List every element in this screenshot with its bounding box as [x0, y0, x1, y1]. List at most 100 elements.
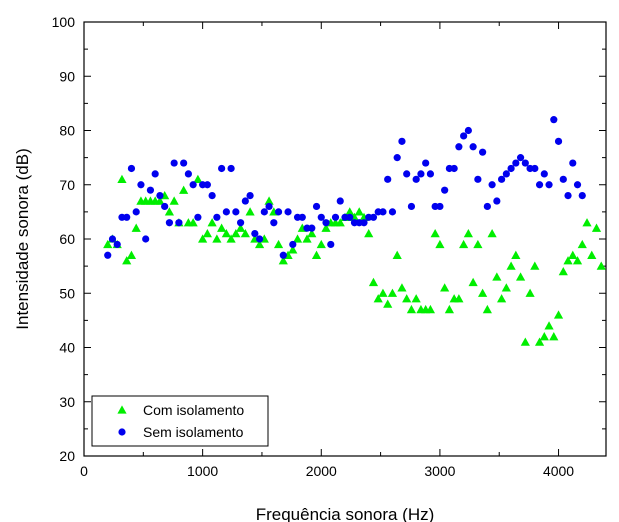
data-point-triangle	[335, 218, 345, 227]
data-point-triangle	[131, 223, 141, 232]
data-point-triangle	[202, 228, 212, 238]
data-point-triangle	[378, 288, 388, 297]
data-point-circle	[298, 213, 306, 221]
data-point-circle	[403, 170, 411, 178]
data-point-circle	[151, 170, 159, 178]
series-com-isolamento	[103, 174, 606, 346]
data-point-circle	[573, 181, 582, 189]
data-point-triangle	[511, 250, 521, 259]
data-point-circle	[232, 208, 240, 216]
data-point-triangle	[430, 228, 440, 238]
data-point-circle	[540, 170, 548, 178]
y-tick-label: 30	[59, 394, 75, 410]
data-point-triangle	[435, 239, 445, 249]
x-axis: 0 1000 2000 3000 4000	[80, 22, 574, 479]
data-point-triangle	[273, 239, 284, 249]
y-axis-title: Intensidade sonora (dB)	[13, 148, 32, 329]
data-point-circle	[384, 175, 392, 183]
data-point-circle	[535, 181, 544, 189]
data-point-triangle	[563, 256, 573, 265]
data-point-triangle	[278, 256, 288, 265]
data-point-circle	[498, 175, 506, 183]
data-point-triangle	[454, 294, 464, 303]
data-point-circle	[127, 164, 136, 173]
data-point-triangle	[553, 310, 564, 319]
data-point-circle	[512, 159, 520, 167]
data-point-circle	[237, 219, 245, 227]
data-point-triangle	[587, 250, 597, 259]
data-point-circle	[203, 181, 211, 189]
y-tick-label: 100	[52, 14, 76, 30]
data-point-circle	[265, 202, 273, 211]
y-tick-label: 80	[59, 123, 75, 139]
data-point-triangle	[193, 174, 203, 184]
data-point-circle	[441, 186, 449, 194]
data-point-triangle	[236, 223, 246, 232]
data-point-triangle	[354, 207, 364, 216]
data-point-circle	[260, 208, 268, 216]
data-point-circle	[360, 219, 368, 227]
data-point-circle	[502, 170, 510, 178]
data-point-circle	[317, 213, 325, 221]
y-tick-label: 20	[59, 448, 75, 464]
data-point-triangle	[482, 304, 492, 314]
data-point-circle	[436, 202, 444, 211]
data-point-triangle	[122, 256, 132, 265]
data-point-triangle	[155, 196, 165, 205]
data-point-circle	[379, 208, 387, 216]
x-axis-title: Frequência sonora (Hz)	[256, 505, 435, 522]
data-point-circle	[104, 251, 112, 259]
data-point-circle	[289, 240, 297, 249]
data-point-triangle	[572, 256, 583, 265]
data-point-circle	[227, 164, 235, 173]
data-point-triangle	[217, 223, 227, 232]
data-point-triangle	[368, 277, 379, 287]
data-point-triangle	[425, 304, 436, 314]
legend-label-sem-isolamento: Sem isolamento	[143, 424, 244, 440]
data-point-triangle	[302, 234, 312, 243]
x-tick-label: 2000	[306, 463, 337, 479]
data-point-triangle	[321, 223, 331, 232]
data-point-circle	[516, 154, 525, 162]
data-point-circle	[455, 143, 463, 151]
y-axis: 20 30 40 50 60 70 80 90 100	[52, 14, 606, 464]
data-point-triangle	[468, 277, 478, 287]
data-point-circle	[569, 159, 577, 167]
data-point-circle	[479, 148, 487, 156]
data-point-triangle	[406, 304, 417, 314]
data-point-circle	[241, 197, 249, 205]
x-tick-label: 1000	[187, 463, 218, 479]
data-point-circle	[123, 213, 131, 221]
data-point-triangle	[402, 294, 412, 303]
data-point-triangle	[534, 337, 545, 346]
data-point-circle	[213, 213, 221, 221]
data-point-triangle	[117, 174, 127, 184]
data-point-circle	[450, 164, 458, 173]
legend-entry-com-isolamento: Com isolamento	[117, 402, 244, 418]
data-point-circle	[222, 208, 230, 216]
data-point-triangle	[558, 266, 568, 276]
y-tick-label: 70	[59, 177, 75, 193]
data-point-triangle	[568, 250, 578, 259]
y-tick-label: 60	[59, 231, 75, 247]
x-tick-label: 3000	[424, 463, 455, 479]
legend-marker-circle	[118, 428, 126, 436]
data-point-circle	[274, 208, 283, 216]
plot-border	[83, 21, 607, 457]
data-point-circle	[270, 219, 278, 227]
data-point-triangle	[515, 272, 526, 281]
data-point-circle	[327, 240, 335, 249]
data-point-triangle	[164, 207, 175, 216]
data-point-triangle	[316, 239, 326, 249]
data-point-circle	[322, 219, 330, 227]
data-point-circle	[113, 240, 121, 249]
data-point-circle	[469, 143, 477, 151]
data-point-circle	[142, 235, 150, 243]
data-point-circle	[137, 181, 145, 189]
data-point-triangle	[444, 304, 454, 314]
data-point-circle	[189, 181, 197, 189]
data-point-circle	[545, 181, 553, 189]
data-point-circle	[483, 202, 491, 211]
